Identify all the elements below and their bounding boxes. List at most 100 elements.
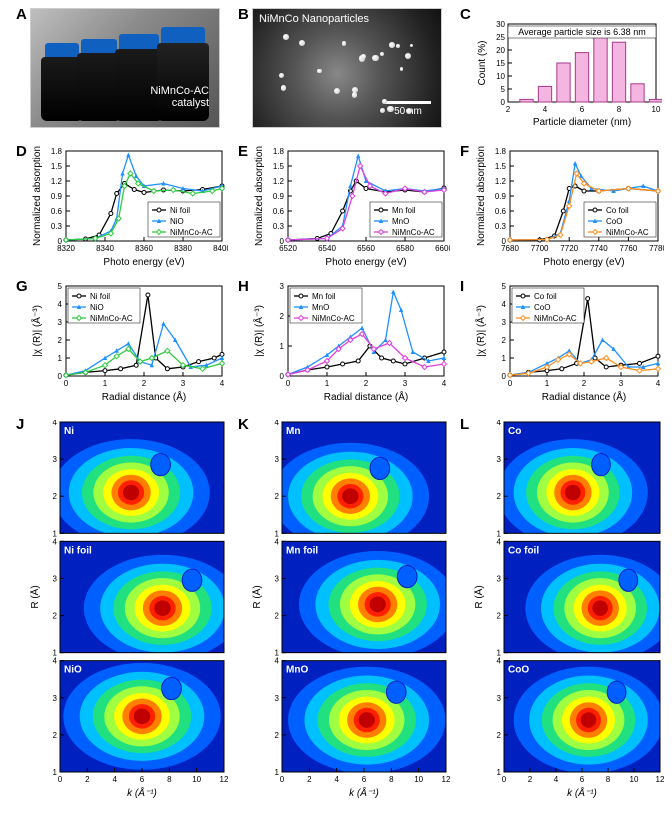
panel-A-caption: NiMnCo-AC catalyst [150, 85, 209, 109]
svg-text:2: 2 [53, 731, 58, 740]
svg-text:Ni foil: Ni foil [90, 292, 110, 301]
svg-text:Particle diameter (nm): Particle diameter (nm) [533, 117, 631, 128]
svg-text:4: 4 [53, 657, 58, 666]
svg-text:3: 3 [53, 574, 58, 583]
panel-label-C: C [460, 6, 471, 23]
svg-text:6: 6 [580, 775, 585, 784]
svg-text:12: 12 [656, 775, 664, 784]
svg-text:4: 4 [543, 105, 548, 114]
svg-text:4: 4 [275, 420, 280, 427]
svg-text:1.2: 1.2 [273, 177, 285, 186]
svg-text:10: 10 [652, 105, 661, 114]
svg-text:2: 2 [275, 612, 280, 621]
svg-text:3: 3 [497, 574, 502, 583]
svg-text:2: 2 [85, 775, 90, 784]
svg-text:6: 6 [140, 775, 145, 784]
svg-text:Normalized absorption: Normalized absorption [254, 146, 265, 246]
svg-text:NiMnCo-AC: NiMnCo-AC [606, 228, 649, 237]
svg-text:NiMnCo-AC: NiMnCo-AC [392, 228, 435, 237]
svg-text:Photo energy (eV): Photo energy (eV) [103, 257, 184, 268]
svg-text:3: 3 [497, 455, 502, 464]
svg-text:MnO: MnO [286, 665, 308, 676]
panel-label-K: K [238, 416, 249, 433]
panel-L-wavelet: 1234Co1234Co foil1234CoO024681012k (Å⁻¹)… [474, 420, 664, 800]
svg-text:Count (%): Count (%) [477, 40, 488, 85]
svg-text:CoO: CoO [508, 665, 529, 676]
svg-text:Photo energy (eV): Photo energy (eV) [325, 257, 406, 268]
svg-text:4: 4 [275, 537, 280, 546]
svg-text:0: 0 [280, 775, 285, 784]
svg-text:|χ (R)| (Å⁻³): |χ (R)| (Å⁻³) [474, 305, 487, 357]
svg-text:Photo energy (eV): Photo energy (eV) [543, 257, 624, 268]
svg-text:R (Å): R (Å) [30, 585, 41, 608]
svg-text:Co foil: Co foil [534, 292, 557, 301]
svg-text:3: 3 [53, 455, 58, 464]
svg-text:2: 2 [502, 336, 507, 345]
panel-label-H: H [238, 278, 249, 295]
svg-text:4: 4 [275, 657, 280, 666]
svg-text:Mn foil: Mn foil [312, 292, 336, 301]
svg-text:8400: 8400 [213, 244, 228, 253]
svg-text:0.6: 0.6 [51, 207, 63, 216]
svg-text:10: 10 [192, 775, 201, 784]
svg-text:0: 0 [286, 379, 291, 388]
svg-text:NiMnCo-AC: NiMnCo-AC [312, 314, 355, 323]
svg-text:0: 0 [502, 372, 507, 381]
svg-text:3: 3 [181, 379, 186, 388]
svg-text:0: 0 [508, 379, 513, 388]
svg-text:Co foil: Co foil [606, 206, 629, 215]
svg-text:1: 1 [103, 379, 108, 388]
svg-text:0: 0 [280, 237, 285, 246]
svg-text:0.6: 0.6 [495, 207, 507, 216]
svg-text:MnO: MnO [312, 303, 329, 312]
svg-text:Ni: Ni [64, 426, 74, 437]
svg-text:CoO: CoO [534, 303, 550, 312]
panel-I-chart: 01234012345Radial distance (Å)|χ (R)| (Å… [474, 280, 664, 404]
svg-text:2: 2 [307, 775, 312, 784]
svg-text:4: 4 [53, 420, 58, 427]
svg-text:7740: 7740 [590, 244, 608, 253]
svg-text:6560: 6560 [357, 244, 375, 253]
svg-text:3: 3 [280, 282, 285, 291]
svg-text:7720: 7720 [560, 244, 578, 253]
svg-text:Mn foil: Mn foil [392, 206, 416, 215]
svg-text:3: 3 [502, 318, 507, 327]
panel-C-histogram: 246810051015202530Particle diameter (nm)… [476, 8, 662, 128]
svg-text:3: 3 [275, 574, 280, 583]
svg-text:1.2: 1.2 [51, 177, 63, 186]
svg-text:0.6: 0.6 [273, 207, 285, 216]
panel-B-caption: NiMnCo Nanoparticles [259, 13, 369, 25]
svg-text:Co foil: Co foil [508, 545, 539, 556]
svg-text:4: 4 [220, 379, 225, 388]
panel-B-image: NiMnCo Nanoparticles 50 nm [252, 8, 442, 128]
svg-text:8380: 8380 [174, 244, 192, 253]
svg-text:25: 25 [496, 33, 505, 42]
svg-text:k (Å⁻¹): k (Å⁻¹) [349, 786, 379, 799]
panel-E-chart: 6520654065606580660000.30.60.91.21.51.8P… [252, 145, 450, 269]
svg-text:0.9: 0.9 [51, 192, 63, 201]
panel-label-I: I [460, 278, 464, 295]
svg-text:4: 4 [502, 300, 507, 309]
panel-F-chart: 76807700772077407760778000.30.60.91.21.5… [474, 145, 664, 269]
svg-text:0.3: 0.3 [51, 222, 63, 231]
panel-label-F: F [460, 143, 469, 160]
svg-text:4: 4 [442, 379, 447, 388]
svg-text:4: 4 [497, 420, 502, 427]
svg-text:2: 2 [142, 379, 147, 388]
svg-text:4: 4 [497, 657, 502, 666]
svg-text:0: 0 [58, 372, 63, 381]
svg-text:6600: 6600 [435, 244, 450, 253]
svg-text:2: 2 [497, 731, 502, 740]
svg-text:8: 8 [389, 775, 394, 784]
svg-text:NiO: NiO [170, 217, 184, 226]
svg-text:7760: 7760 [620, 244, 638, 253]
svg-text:10: 10 [630, 775, 639, 784]
svg-text:Radial distance (Å): Radial distance (Å) [102, 390, 186, 403]
svg-text:1.8: 1.8 [51, 147, 63, 156]
svg-text:0.3: 0.3 [273, 222, 285, 231]
svg-text:5: 5 [58, 282, 63, 291]
svg-text:4: 4 [554, 775, 559, 784]
svg-text:0: 0 [502, 237, 507, 246]
svg-text:6540: 6540 [318, 244, 336, 253]
svg-text:2: 2 [53, 612, 58, 621]
